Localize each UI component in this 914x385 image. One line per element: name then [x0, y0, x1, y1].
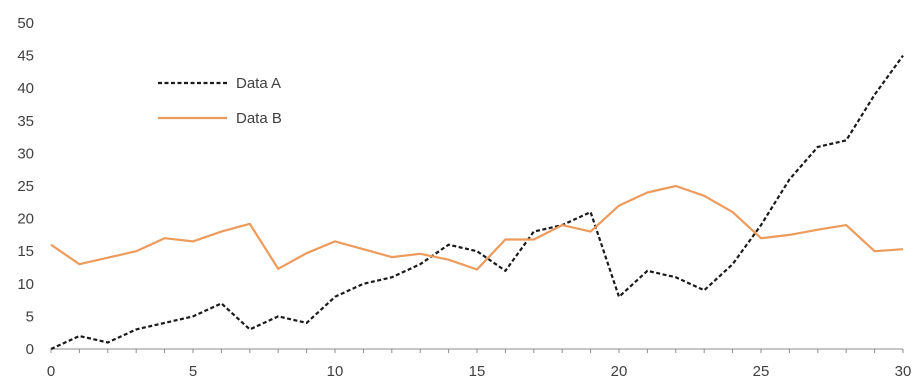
y-tick-label: 50 [17, 15, 34, 32]
x-tick-label: 25 [753, 363, 770, 380]
x-axis-tick-marks [51, 349, 903, 353]
y-tick-label: 30 [17, 145, 34, 162]
series-line-data-b [51, 186, 903, 270]
series-line-data-a [51, 56, 903, 349]
x-tick-label: 15 [469, 363, 486, 380]
y-tick-label: 45 [17, 48, 34, 65]
series-group [51, 56, 903, 349]
legend-label: Data A [236, 75, 281, 92]
x-axis-ticks: 0 5 10 15 20 25 30 [47, 363, 912, 380]
y-tick-label: 40 [17, 80, 34, 97]
x-tick-label: 0 [47, 363, 55, 380]
x-tick-label: 10 [327, 363, 344, 380]
y-tick-label: 0 [26, 341, 34, 358]
legend-label: Data B [236, 110, 282, 127]
y-tick-label: 25 [17, 178, 34, 195]
y-tick-label: 20 [17, 211, 34, 228]
y-tick-label: 35 [17, 113, 34, 130]
y-axis-ticks: 0 5 10 15 20 25 30 35 40 45 50 [17, 15, 34, 358]
x-tick-label: 20 [611, 363, 628, 380]
legend: Data A Data B [158, 75, 282, 127]
x-tick-label: 30 [895, 363, 912, 380]
y-tick-label: 5 [26, 308, 34, 325]
x-tick-label: 5 [189, 363, 197, 380]
y-tick-label: 10 [17, 276, 34, 293]
y-tick-label: 15 [17, 243, 34, 260]
